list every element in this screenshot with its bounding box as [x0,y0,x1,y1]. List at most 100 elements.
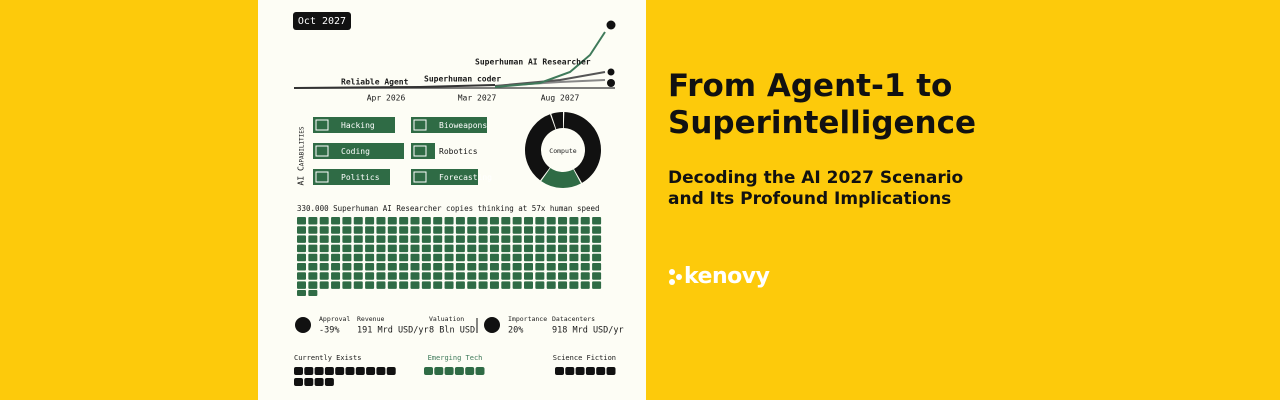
copy-square [580,263,590,271]
copy-square [353,272,363,280]
copy-square [546,272,556,280]
copy-square [478,272,488,280]
copy-square [569,217,579,225]
copy-square [387,253,397,262]
copy-square [410,217,420,225]
copy-square [455,235,465,243]
copy-square [297,272,306,280]
copy-square [512,244,522,253]
copy-square [467,244,477,253]
copy-square [524,235,533,243]
chip [386,367,396,375]
copy-square [387,244,397,253]
copy-square [387,272,397,280]
copy-square [387,235,397,243]
copy-square [433,217,443,225]
copy-square [297,235,306,243]
timeline-label: Reliable Agent [341,77,409,87]
copy-square [297,217,306,225]
copy-square [467,272,477,280]
copy-square [478,217,488,225]
timeline-label: Superhuman coder [424,75,501,84]
copy-square [478,281,488,289]
copy-square [569,226,579,234]
copy-square [433,281,443,289]
copy-square [331,272,341,280]
copy-square [410,226,420,234]
stat-label: Revenue [357,315,384,323]
copy-square [297,253,306,262]
copy-square [524,263,533,271]
stat-value: -39% [319,326,339,336]
copy-square [353,253,363,262]
chip [424,367,433,375]
copy-square [319,226,329,234]
copy-square [331,235,341,243]
copy-square [535,272,545,280]
copy-square [512,217,522,225]
donut-segment [541,168,581,188]
copy-square [535,263,545,271]
capabilities: Hacking Coding Politics Bioweapons Robotics F… [313,117,492,185]
copy-square [319,263,329,271]
chip [444,367,454,375]
copy-square [353,217,363,225]
chip [454,367,464,375]
copy-square [444,281,454,289]
capability-icon [315,119,329,131]
stat-label: Valuation [429,315,464,323]
copy-square [342,253,352,262]
copy-square [478,226,488,234]
copy-square [308,244,318,253]
copy-square [399,263,409,271]
copy-square [512,226,522,234]
copy-square [478,235,488,243]
chip [555,367,564,375]
donut-segment [525,114,556,181]
copy-square [489,217,499,225]
copy-square [433,244,443,253]
copy-square [387,217,397,225]
chip [376,367,386,375]
copy-square [546,244,556,253]
stat-label: Datacenters [552,315,595,323]
copy-square [558,244,568,253]
panel [258,0,646,400]
copy-square [444,272,454,280]
copy-square [433,263,443,271]
copy-square [297,281,306,289]
copy-square [467,263,477,271]
copy-square [421,253,431,262]
legend-chips [294,367,616,386]
capability-label: Bioweapons [439,121,487,130]
chip [366,367,376,375]
copy-square [592,263,602,271]
copy-square [546,253,556,262]
capability-bar [313,169,390,185]
copy-square [524,226,533,234]
copy-square [376,226,386,234]
copy-square [535,217,545,225]
copy-square [444,226,454,234]
copy-square [365,217,375,225]
capability-bar [313,117,395,133]
copy-square [342,244,352,253]
copies-caption: 330.000 Superhuman AI Researcher copies … [297,204,600,213]
copy-square [467,217,477,225]
copy-square [467,235,477,243]
copy-square [319,281,329,289]
copy-square [455,263,465,271]
copy-square [331,226,341,234]
chip [596,367,606,375]
capability-bar [411,117,487,133]
copy-square [444,217,454,225]
compute-donut [525,112,601,188]
copy-square [592,253,602,262]
capability-icon [315,145,329,157]
copy-square [365,235,375,243]
copy-square [387,226,397,234]
chip [304,367,314,375]
copy-square [535,235,545,243]
legend-label: Science Fiction [553,354,616,362]
copy-square [399,281,409,289]
